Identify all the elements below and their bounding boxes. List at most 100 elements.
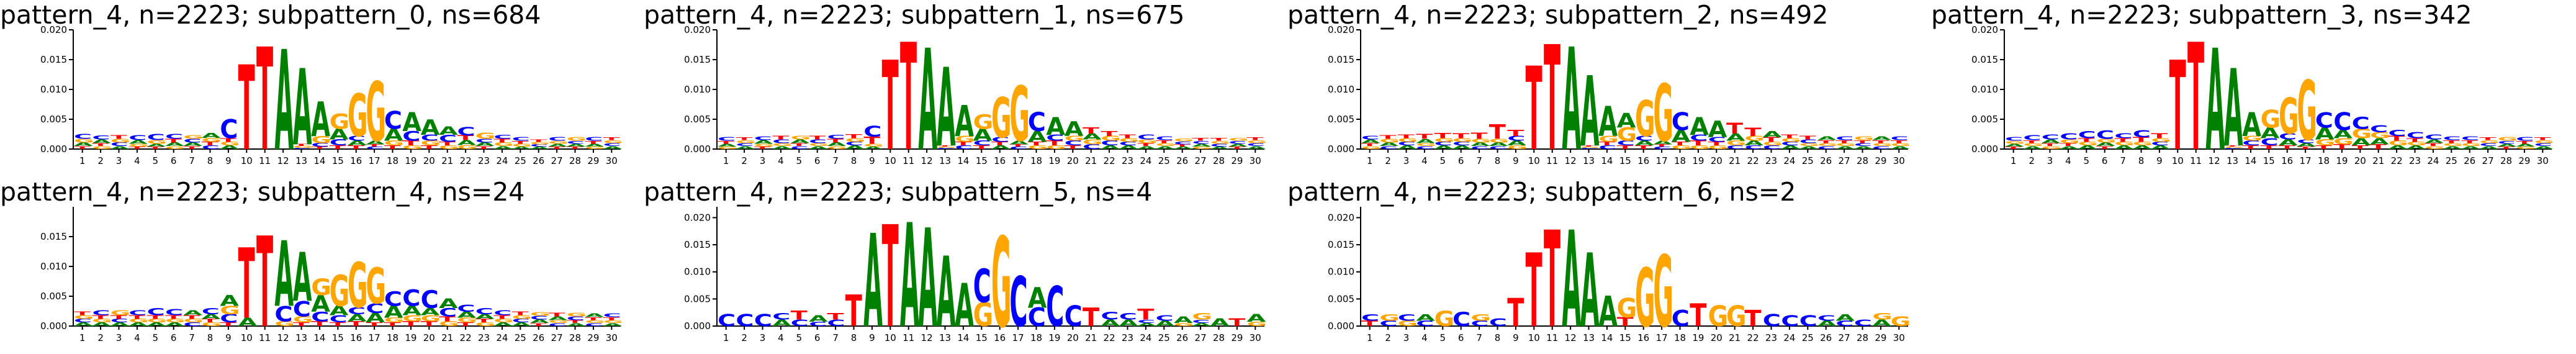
logo-letter-G: G bbox=[330, 109, 350, 134]
logo-letter-A: A bbox=[293, 239, 312, 317]
x-tick-label: 26 bbox=[1820, 332, 1832, 343]
logo-letter-T: T bbox=[2224, 145, 2241, 147]
logo-letter-C: C bbox=[202, 307, 220, 316]
logo-letter-A: A bbox=[1726, 132, 1746, 143]
logo-letter-G: G bbox=[1028, 145, 1048, 150]
x-tick-label: 6 bbox=[1458, 155, 1464, 166]
logo-letter-G: G bbox=[1872, 142, 1893, 147]
logo-letter-T: T bbox=[736, 137, 753, 142]
logo-letter-T: T bbox=[128, 314, 146, 320]
logo-letter-T: T bbox=[900, 13, 917, 184]
logo-letter-T: T bbox=[1416, 133, 1433, 140]
logo-letter-A: A bbox=[128, 139, 148, 145]
x-tick-label: 6 bbox=[814, 155, 821, 166]
logo-letter-A: A bbox=[110, 145, 130, 150]
x-tick-label: 9 bbox=[1513, 155, 1519, 166]
logo-letter-C: C bbox=[1119, 141, 1137, 147]
logo-letter-C: C bbox=[348, 306, 366, 317]
logo-letter-A: A bbox=[1192, 143, 1211, 148]
x-tick-label: 28 bbox=[1213, 155, 1225, 166]
x-tick-label: 28 bbox=[569, 332, 581, 343]
logo-letter-T: T bbox=[1174, 143, 1191, 147]
logo-letter-A: A bbox=[2042, 138, 2061, 144]
logo-letter-A: A bbox=[2261, 125, 2281, 142]
logo-letter-A: A bbox=[147, 322, 166, 327]
x-tick-label: 2 bbox=[97, 155, 104, 166]
logo-letter-C: C bbox=[1672, 107, 1690, 136]
x-tick-label: 1 bbox=[79, 155, 86, 166]
logo-letter-T: T bbox=[791, 142, 808, 147]
x-tick-label: 11 bbox=[2190, 155, 2202, 166]
logo-letter-G: G bbox=[512, 314, 533, 320]
logo-letter-A: A bbox=[1156, 319, 1175, 328]
logo-letter-A: A bbox=[439, 124, 458, 137]
logo-letter-G: G bbox=[603, 319, 624, 324]
x-tick-label: 5 bbox=[2084, 155, 2090, 166]
logo-letter-G: G bbox=[1708, 300, 1729, 333]
logo-letter-G: G bbox=[1416, 142, 1436, 147]
logo-letter-T: T bbox=[1544, 204, 1560, 354]
x-tick-label: 26 bbox=[2464, 155, 2475, 166]
logo-letter-T: T bbox=[718, 140, 735, 145]
logo-letter-T: T bbox=[2443, 139, 2461, 144]
x-tick-label: 18 bbox=[2318, 155, 2330, 166]
logo-letter-A: A bbox=[2151, 145, 2170, 150]
logo-letter-G: G bbox=[1192, 312, 1212, 322]
logo-letter-T: T bbox=[530, 322, 547, 327]
logo-letter-G: G bbox=[1598, 134, 1619, 143]
y-tick-label: 0.020 bbox=[1328, 24, 1354, 35]
logo-letter-G: G bbox=[991, 212, 1012, 354]
logo-letter-C: C bbox=[74, 133, 92, 140]
x-tick-label: 2 bbox=[1385, 155, 1391, 166]
x-tick-label: 11 bbox=[259, 332, 271, 343]
logo-letter-T: T bbox=[991, 141, 1009, 147]
logo-letter-A: A bbox=[311, 93, 330, 148]
x-tick-label: 5 bbox=[796, 155, 803, 166]
logo-letter-T: T bbox=[1690, 139, 1706, 147]
x-tick-label: 12 bbox=[277, 155, 289, 166]
x-tick-label: 4 bbox=[134, 155, 140, 166]
logo-letter-C: C bbox=[128, 134, 146, 142]
logo-letter-G: G bbox=[1635, 252, 1655, 345]
logo-letter-C: C bbox=[1781, 141, 1799, 147]
logo-letter-A: A bbox=[220, 145, 239, 150]
logo-letter-A: A bbox=[530, 319, 549, 324]
logo-letter-C: C bbox=[1507, 135, 1525, 142]
x-tick-label: 26 bbox=[1176, 332, 1188, 343]
y-tick-label: 0.020 bbox=[684, 212, 711, 223]
logo-letter-T: T bbox=[1119, 134, 1137, 139]
x-tick-label: 24 bbox=[1140, 155, 1151, 166]
logo-letter-G: G bbox=[1065, 135, 1085, 142]
logo-letter-C: C bbox=[183, 138, 201, 143]
logo-letter-T: T bbox=[2498, 146, 2515, 150]
x-tick-label: 6 bbox=[814, 332, 821, 343]
x-tick-label: 13 bbox=[295, 155, 307, 166]
logo-letter-T: T bbox=[128, 146, 146, 150]
logo-letter-A: A bbox=[348, 139, 367, 147]
logo-letter-A: A bbox=[183, 309, 202, 317]
x-tick-label: 5 bbox=[153, 155, 159, 166]
x-tick-label: 16 bbox=[1637, 155, 1649, 166]
logo-letter-A: A bbox=[1690, 112, 1709, 141]
logo-letter-T: T bbox=[475, 318, 493, 324]
logo-letter-C: C bbox=[1726, 145, 1744, 150]
logo-letter-A: A bbox=[1379, 142, 1398, 147]
logo-letter-G: G bbox=[202, 137, 222, 143]
logo-letter-C: C bbox=[2498, 140, 2516, 145]
x-tick-label: 3 bbox=[2047, 155, 2053, 166]
logo-letter-C: C bbox=[220, 312, 238, 325]
logo-letter-G: G bbox=[2114, 141, 2135, 147]
logo-letter-A: A bbox=[1653, 140, 1672, 145]
x-tick-label: 9 bbox=[225, 155, 232, 166]
logo-letter-A: A bbox=[718, 143, 737, 148]
x-tick-label: 30 bbox=[1893, 332, 1905, 343]
logo-letter-G: G bbox=[457, 143, 477, 150]
logo-letter-G: G bbox=[311, 134, 331, 145]
x-tick-label: 3 bbox=[1403, 155, 1410, 166]
x-tick-label: 29 bbox=[1875, 332, 1886, 343]
logo-letter-C: C bbox=[2352, 114, 2370, 132]
x-tick-label: 23 bbox=[2409, 155, 2421, 166]
logo-letter-T: T bbox=[512, 140, 529, 145]
logo-letter-T: T bbox=[1247, 137, 1264, 142]
x-tick-label: 2 bbox=[741, 332, 747, 343]
